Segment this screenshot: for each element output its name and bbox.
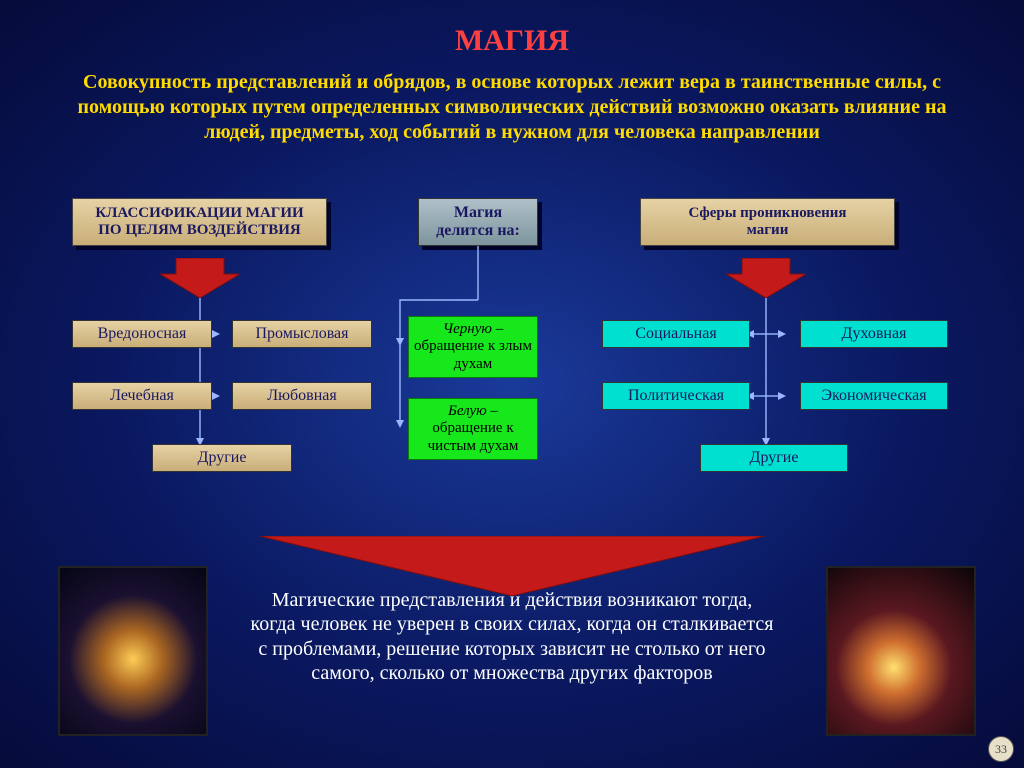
left-item-d: Любовная [232,382,372,410]
mid-white-italic: Белую [448,403,487,419]
slide-stage: МАГИЯ Совокупность представлений и обряд… [0,0,1024,768]
right-item-a: Социальная [602,320,750,348]
left-item-e: Другие [152,444,292,472]
bottom-text: Магические представления и действия возн… [250,588,774,686]
arrow-down-left-icon [160,258,240,298]
left-item-c: Лечебная [72,382,212,410]
image-left [58,566,208,736]
left-item-a: Вредоносная [72,320,212,348]
left-item-b: Промысловая [232,320,372,348]
mid-item-black: Черную – обращение к злым духам [408,316,538,378]
right-item-c: Политическая [602,382,750,410]
right-item-d: Экономическая [800,382,948,410]
page-number: 33 [988,736,1014,762]
mid-black-italic: Черную [443,321,492,337]
header-mid-label: Магия делится на: [436,204,520,240]
right-item-b: Духовная [800,320,948,348]
arrow-down-right-icon [726,258,806,298]
slide-subtitle: Совокупность представлений и обрядов, в … [50,70,974,145]
header-right-label: Сферы проникновения магии [688,205,846,239]
right-item-e: Другие [700,444,848,472]
image-right [826,566,976,736]
header-mid: Магия делится на: [418,198,538,246]
header-left: КЛАССИФИКАЦИИ МАГИИ ПО ЦЕЛЯМ ВОЗДЕЙСТВИЯ [72,198,327,246]
big-arrow-icon [259,536,765,596]
mid-item-white: Белую – обращение к чистым духам [408,398,538,460]
slide-title: МАГИЯ [0,24,1024,58]
header-right: Сферы проникновения магии [640,198,895,246]
header-left-label: КЛАССИФИКАЦИИ МАГИИ ПО ЦЕЛЯМ ВОЗДЕЙСТВИЯ [95,205,303,239]
